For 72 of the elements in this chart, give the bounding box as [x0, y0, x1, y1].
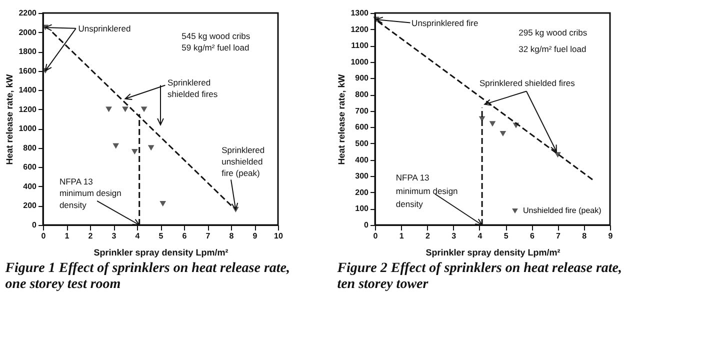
x-axis-title: Sprinkler spray density Lpm/m²	[94, 248, 228, 258]
y-tick-label: 1200	[350, 24, 370, 34]
annotation: 295 kg wood cribs	[518, 28, 588, 38]
x-tick-label: 9	[252, 232, 258, 240]
x-tick-label: 4	[478, 232, 483, 240]
y-tick-label: 0	[32, 220, 38, 230]
y-tick-label: 1000	[18, 124, 38, 134]
x-tick-label: 8	[229, 232, 234, 240]
annotation: 32 kg/m² fuel load	[518, 44, 586, 54]
annotation: shielded fires	[168, 88, 218, 99]
y-tick-label: 400	[355, 155, 370, 164]
x-axis-title: Sprinkler spray density Lpm/m²	[426, 248, 560, 258]
annotation: Unsprinklered fire	[412, 18, 478, 28]
x-tick-label: 10	[274, 232, 284, 240]
y-tick-label: 800	[23, 143, 38, 152]
annotation: Sprinklered shielded fires	[479, 78, 575, 88]
x-tick-label: 5	[158, 232, 164, 240]
y-tick-label: 800	[355, 90, 370, 100]
x-tick-label: 7	[556, 232, 562, 240]
y-tick-label: 500	[355, 138, 370, 148]
annotation: minimum design	[396, 186, 458, 196]
y-tick-label: 1300	[350, 8, 370, 18]
annotation: NFPA 13	[59, 176, 94, 187]
x-tick-label: 9	[608, 232, 614, 240]
x-tick-label: 0	[41, 232, 46, 240]
y-tick-label: 900	[355, 74, 370, 83]
annotation: NFPA 13	[396, 172, 430, 183]
annotation: Sprinklered	[222, 144, 265, 155]
x-tick-label: 2	[425, 232, 430, 240]
y-tick-label: 600	[23, 162, 38, 172]
annotation: density	[59, 200, 88, 210]
x-tick-label: 6	[530, 232, 535, 240]
y-tick-label: 700	[355, 106, 370, 116]
y-tick-label: 0	[364, 220, 370, 230]
y-tick-label: 1800	[18, 47, 38, 56]
x-tick-label: 5	[504, 232, 509, 240]
y-tick-label: 2200	[18, 8, 38, 18]
annotation: 59 kg/m² fuel load	[182, 42, 250, 53]
x-tick-label: 7	[206, 232, 211, 240]
x-tick-label: 3	[112, 232, 117, 240]
annotation: unshielded	[222, 156, 263, 166]
annotation: Unsprinklered	[78, 23, 131, 34]
y-tick-label: 200	[355, 188, 370, 197]
y-tick-label: 1000	[350, 57, 370, 66]
y-axis-title: Heat release rate, kW	[336, 74, 347, 165]
text: Figure 1 Effect of sprinklers on heat release rate, one storey test room	[4, 261, 290, 292]
y-tick-label: 1100	[351, 41, 370, 50]
y-tick-label: 200	[23, 201, 38, 210]
y-tick-label: 1400	[18, 86, 38, 95]
y-tick-label: 2000	[18, 28, 38, 37]
legend-label: Unshielded fire (peak)	[523, 206, 602, 215]
x-tick-label: 0	[373, 232, 378, 240]
y-axis-title: Heat release rate, kW	[4, 74, 15, 165]
annotation: 545 kg wood cribs	[182, 31, 250, 42]
x-tick-label: 1	[399, 232, 404, 240]
text: Figure 2 Effect of sprinklers on heat release rate, ten storey tower	[336, 261, 622, 292]
annotation: density	[396, 198, 424, 209]
annotation: Sprinklered	[168, 77, 211, 88]
annotation: fire (peak)	[222, 168, 260, 178]
x-tick-label: 2	[88, 232, 94, 240]
x-tick-label: 8	[582, 232, 588, 240]
y-tick-label: 400	[23, 182, 38, 191]
x-tick-label: 3	[452, 232, 457, 240]
y-tick-label: 100	[355, 204, 370, 214]
x-tick-label: 4	[135, 232, 140, 240]
x-tick-label: 6	[182, 232, 188, 240]
x-tick-label: 1	[64, 232, 70, 240]
y-tick-label: 300	[355, 172, 370, 181]
y-tick-label: 1200	[18, 104, 38, 114]
y-tick-label: 600	[355, 122, 370, 132]
annotation: minimum design	[59, 188, 122, 198]
y-tick-label: 1600	[18, 66, 38, 76]
